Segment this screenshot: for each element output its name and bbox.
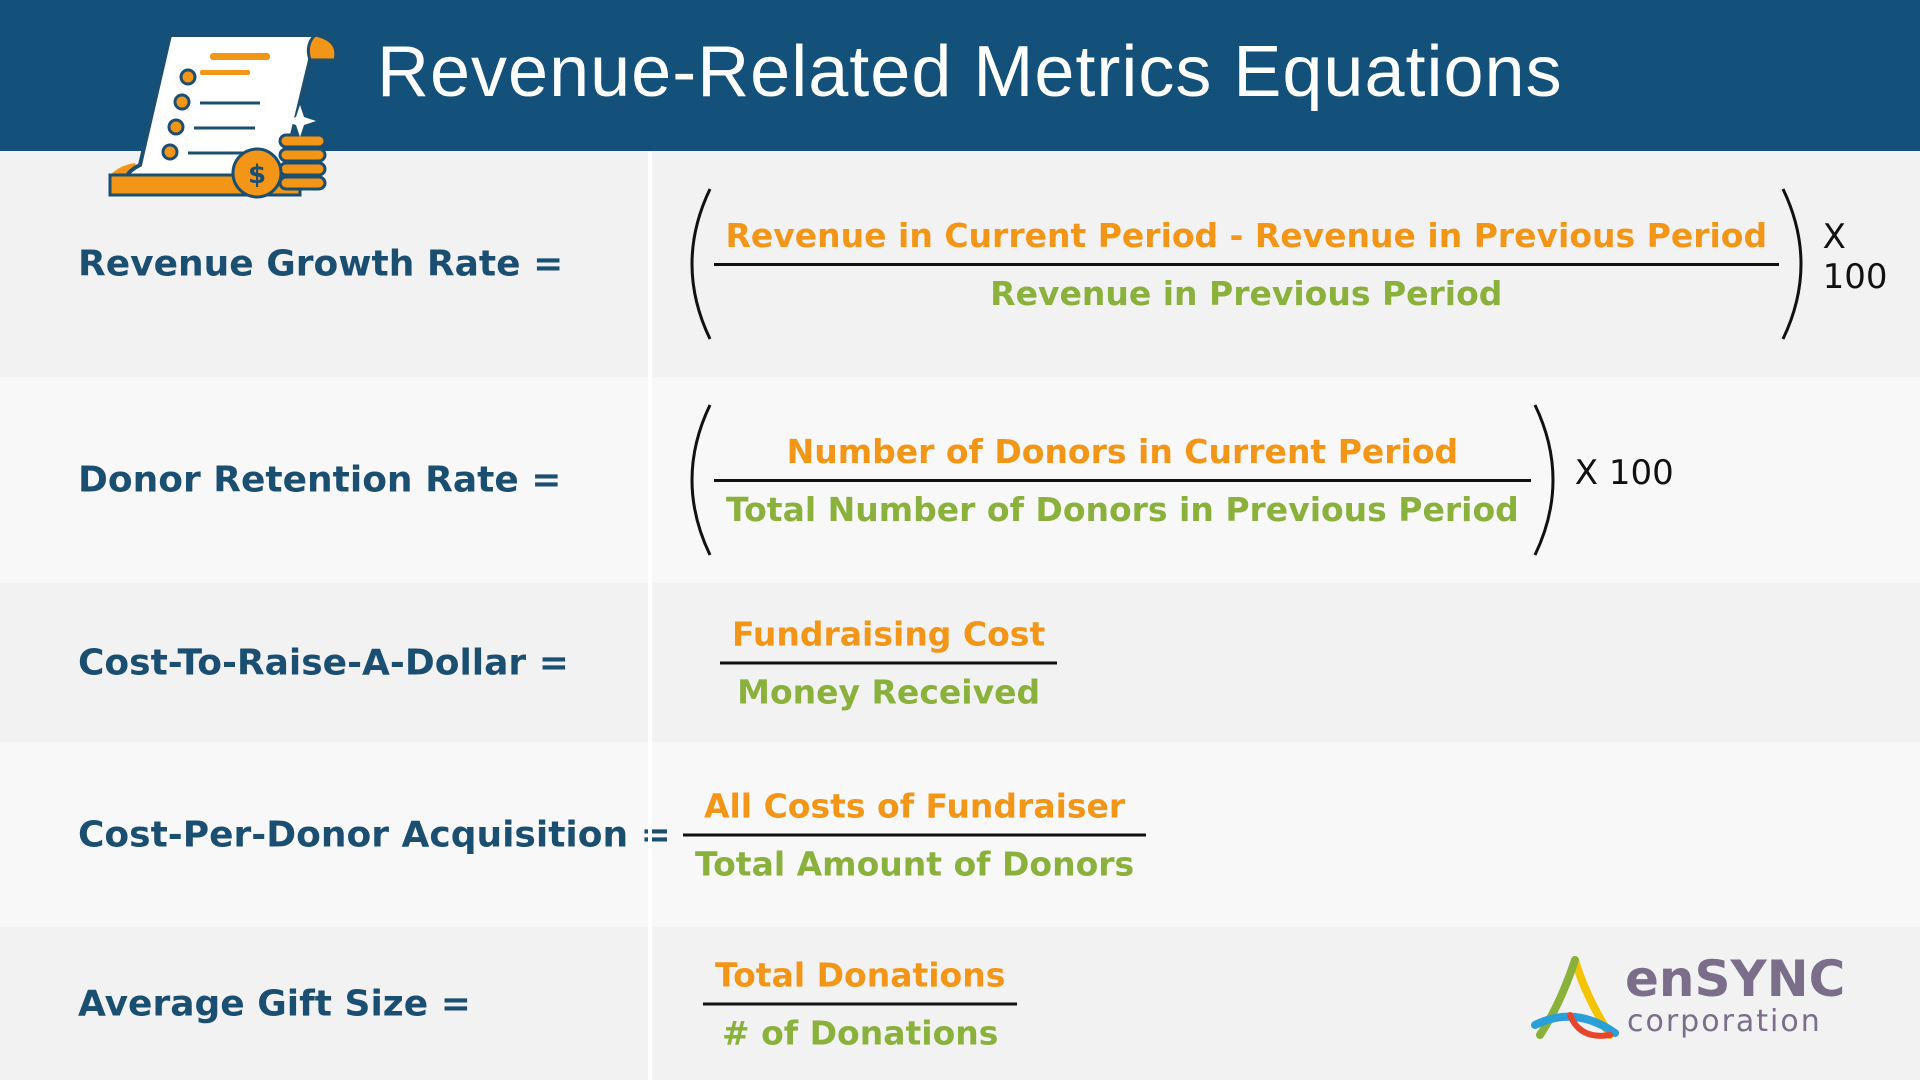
fraction: All Costs of Fundraiser Total Amount of D… bbox=[683, 786, 1147, 883]
logo-mark bbox=[1531, 956, 1619, 1039]
logo: enSYNC corporation bbox=[1530, 950, 1850, 1050]
formula: Fundraising Cost Money Received bbox=[720, 614, 1058, 711]
numerator: Fundraising Cost bbox=[732, 614, 1046, 653]
formula-row: Cost-Per-Donor Acquisition = All Costs of… bbox=[0, 742, 1920, 927]
svg-text:$: $ bbox=[248, 160, 266, 190]
formula-row: Revenue Growth Rate = Revenue in Current … bbox=[0, 151, 1920, 377]
formula: Revenue in Current Period - Revenue in P… bbox=[684, 187, 1920, 341]
numerator: All Costs of Fundraiser bbox=[703, 786, 1126, 825]
metric-label: Revenue Growth Rate = bbox=[78, 243, 564, 285]
parenthesis bbox=[690, 404, 712, 556]
logo-tagline: corporation bbox=[1627, 1004, 1822, 1039]
divider bbox=[648, 151, 652, 1080]
parenthesis bbox=[1533, 404, 1555, 556]
title: Revenue-Related Metrics Equations bbox=[377, 32, 1563, 112]
fraction: Fundraising Cost Money Received bbox=[720, 614, 1058, 711]
parenthesis bbox=[1781, 188, 1803, 340]
metric-label: Cost-To-Raise-A-Dollar = bbox=[78, 642, 569, 683]
formula-row: Cost-To-Raise-A-Dollar = Fundraising Cost… bbox=[0, 583, 1920, 742]
denominator: # of Donations bbox=[703, 1002, 1018, 1052]
numerator: Number of Donors in Current Period bbox=[786, 431, 1459, 471]
fraction: Revenue in Current Period - Revenue in P… bbox=[713, 215, 1780, 313]
metric-label: Cost-Per-Donor Acquisition = bbox=[78, 814, 671, 855]
multiplier: X 100 bbox=[1574, 453, 1674, 493]
numerator: Revenue in Current Period - Revenue in P… bbox=[725, 215, 1768, 255]
denominator: Revenue in Previous Period bbox=[713, 262, 1780, 313]
denominator: Money Received bbox=[720, 661, 1058, 711]
multiplier: X 100 bbox=[1822, 217, 1888, 297]
formula: Number of Donors in Current Period Total … bbox=[684, 403, 1674, 557]
numerator: Total Donations bbox=[715, 955, 1006, 994]
denominator: Total Amount of Donors bbox=[683, 833, 1147, 883]
fraction: Number of Donors in Current Period Total … bbox=[714, 432, 1531, 529]
metric-label: Donor Retention Rate = bbox=[78, 459, 562, 501]
formula-row: Average Gift Size = Total Donations # of D… bbox=[0, 927, 1920, 1080]
logo-name: enSYNC bbox=[1625, 950, 1846, 1008]
fraction: Total Donations # of Donations bbox=[703, 955, 1018, 1052]
formula: All Costs of Fundraiser Total Amount of D… bbox=[683, 786, 1147, 883]
denominator: Total Number of Donors in Previous Perio… bbox=[714, 478, 1531, 529]
parenthesis bbox=[690, 188, 712, 340]
formula: Total Donations # of Donations bbox=[703, 955, 1018, 1052]
header: Revenue-Related Metrics Equations bbox=[0, 0, 1920, 151]
invoice-icon: $ bbox=[108, 33, 338, 199]
formula-row: Donor Retention Rate = Number of Donors i… bbox=[0, 377, 1920, 583]
metric-label: Average Gift Size = bbox=[78, 983, 471, 1024]
